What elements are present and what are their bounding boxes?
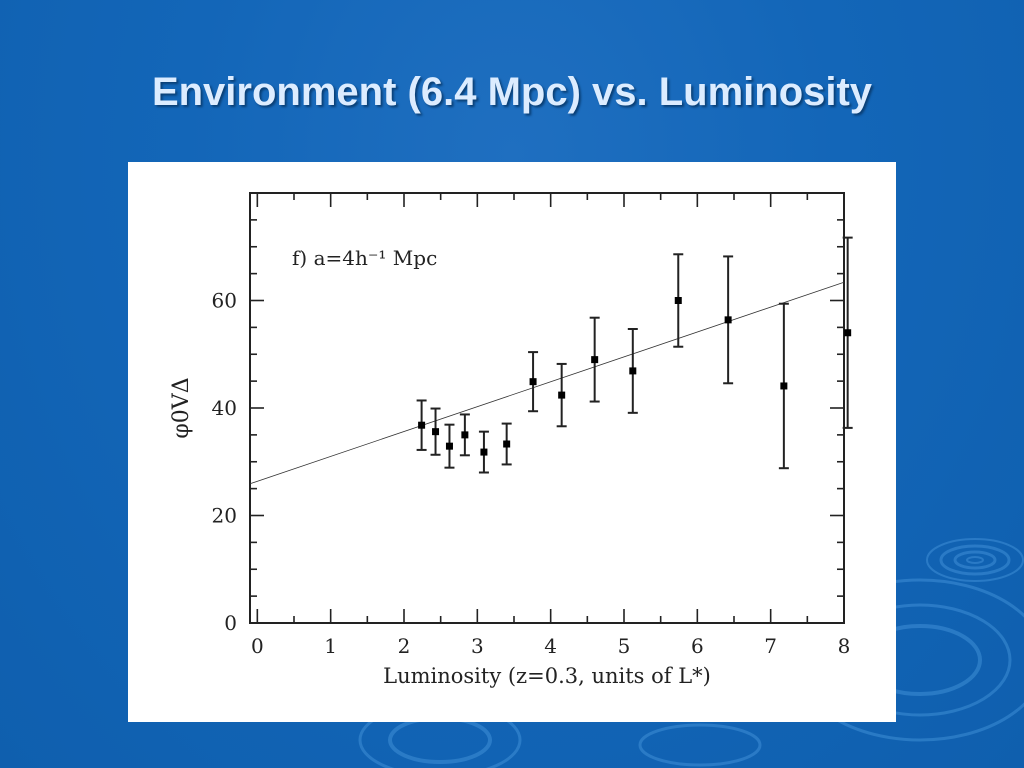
point-marker — [461, 431, 469, 439]
point-marker — [445, 442, 453, 450]
data-point — [778, 302, 789, 470]
point-marker — [432, 428, 440, 436]
axis-ticks — [250, 192, 845, 624]
data-point — [842, 236, 853, 429]
point-marker — [529, 378, 537, 386]
point-marker — [724, 316, 732, 324]
data-points — [416, 236, 853, 474]
data-point — [528, 351, 539, 413]
data-point — [416, 399, 427, 451]
data-point — [723, 255, 734, 385]
point-marker — [591, 356, 599, 364]
data-point — [444, 423, 455, 469]
point-marker — [480, 448, 488, 456]
x-tick-label: 4 — [544, 634, 557, 658]
point-marker — [629, 367, 637, 375]
data-point — [501, 422, 512, 466]
point-marker — [503, 440, 511, 448]
data-point — [430, 407, 441, 456]
figure-panel: 0 1 2 3 4 5 6 7 8 0 20 40 60 f) a=4h⁻¹ Mpc Luminosit… — [128, 162, 896, 722]
fit-line — [249, 281, 845, 485]
point-marker — [418, 421, 426, 429]
data-point — [459, 413, 470, 457]
data-point — [627, 327, 638, 414]
x-tick-label: 2 — [398, 634, 411, 658]
y-axis-label: φ0VΔ — [169, 377, 194, 438]
point-marker — [780, 382, 788, 390]
point-marker — [844, 329, 852, 337]
x-tick-label: 5 — [618, 634, 631, 658]
x-tick-label: 0 — [251, 634, 264, 658]
data-point — [556, 362, 567, 428]
y-tick-label: 40 — [212, 396, 237, 420]
x-tick-label: 6 — [691, 634, 704, 658]
y-tick-label: 20 — [212, 504, 237, 528]
data-point — [589, 316, 600, 403]
y-tick-label: 60 — [212, 289, 237, 313]
x-tick-label: 3 — [471, 634, 484, 658]
x-tick-label: 7 — [764, 634, 777, 658]
scatter-chart: 0 1 2 3 4 5 6 7 8 0 20 40 60 f) a=4h⁻¹ Mpc Luminosit… — [169, 192, 853, 688]
x-tick-label: 1 — [324, 634, 337, 658]
data-point — [478, 430, 489, 474]
x-tick-label: 8 — [838, 634, 851, 658]
x-axis-label: Luminosity (z=0.3, units of L*) — [383, 664, 711, 688]
slide-title: Environment (6.4 Mpc) vs. Luminosity — [151, 70, 873, 114]
data-point — [673, 253, 684, 348]
point-marker — [674, 297, 682, 304]
tick-labels: 0 1 2 3 4 5 6 7 8 0 20 40 60 — [212, 289, 851, 659]
y-tick-label: 0 — [224, 611, 237, 635]
panel-annotation: f) a=4h⁻¹ Mpc — [292, 246, 437, 270]
point-marker — [558, 391, 566, 399]
